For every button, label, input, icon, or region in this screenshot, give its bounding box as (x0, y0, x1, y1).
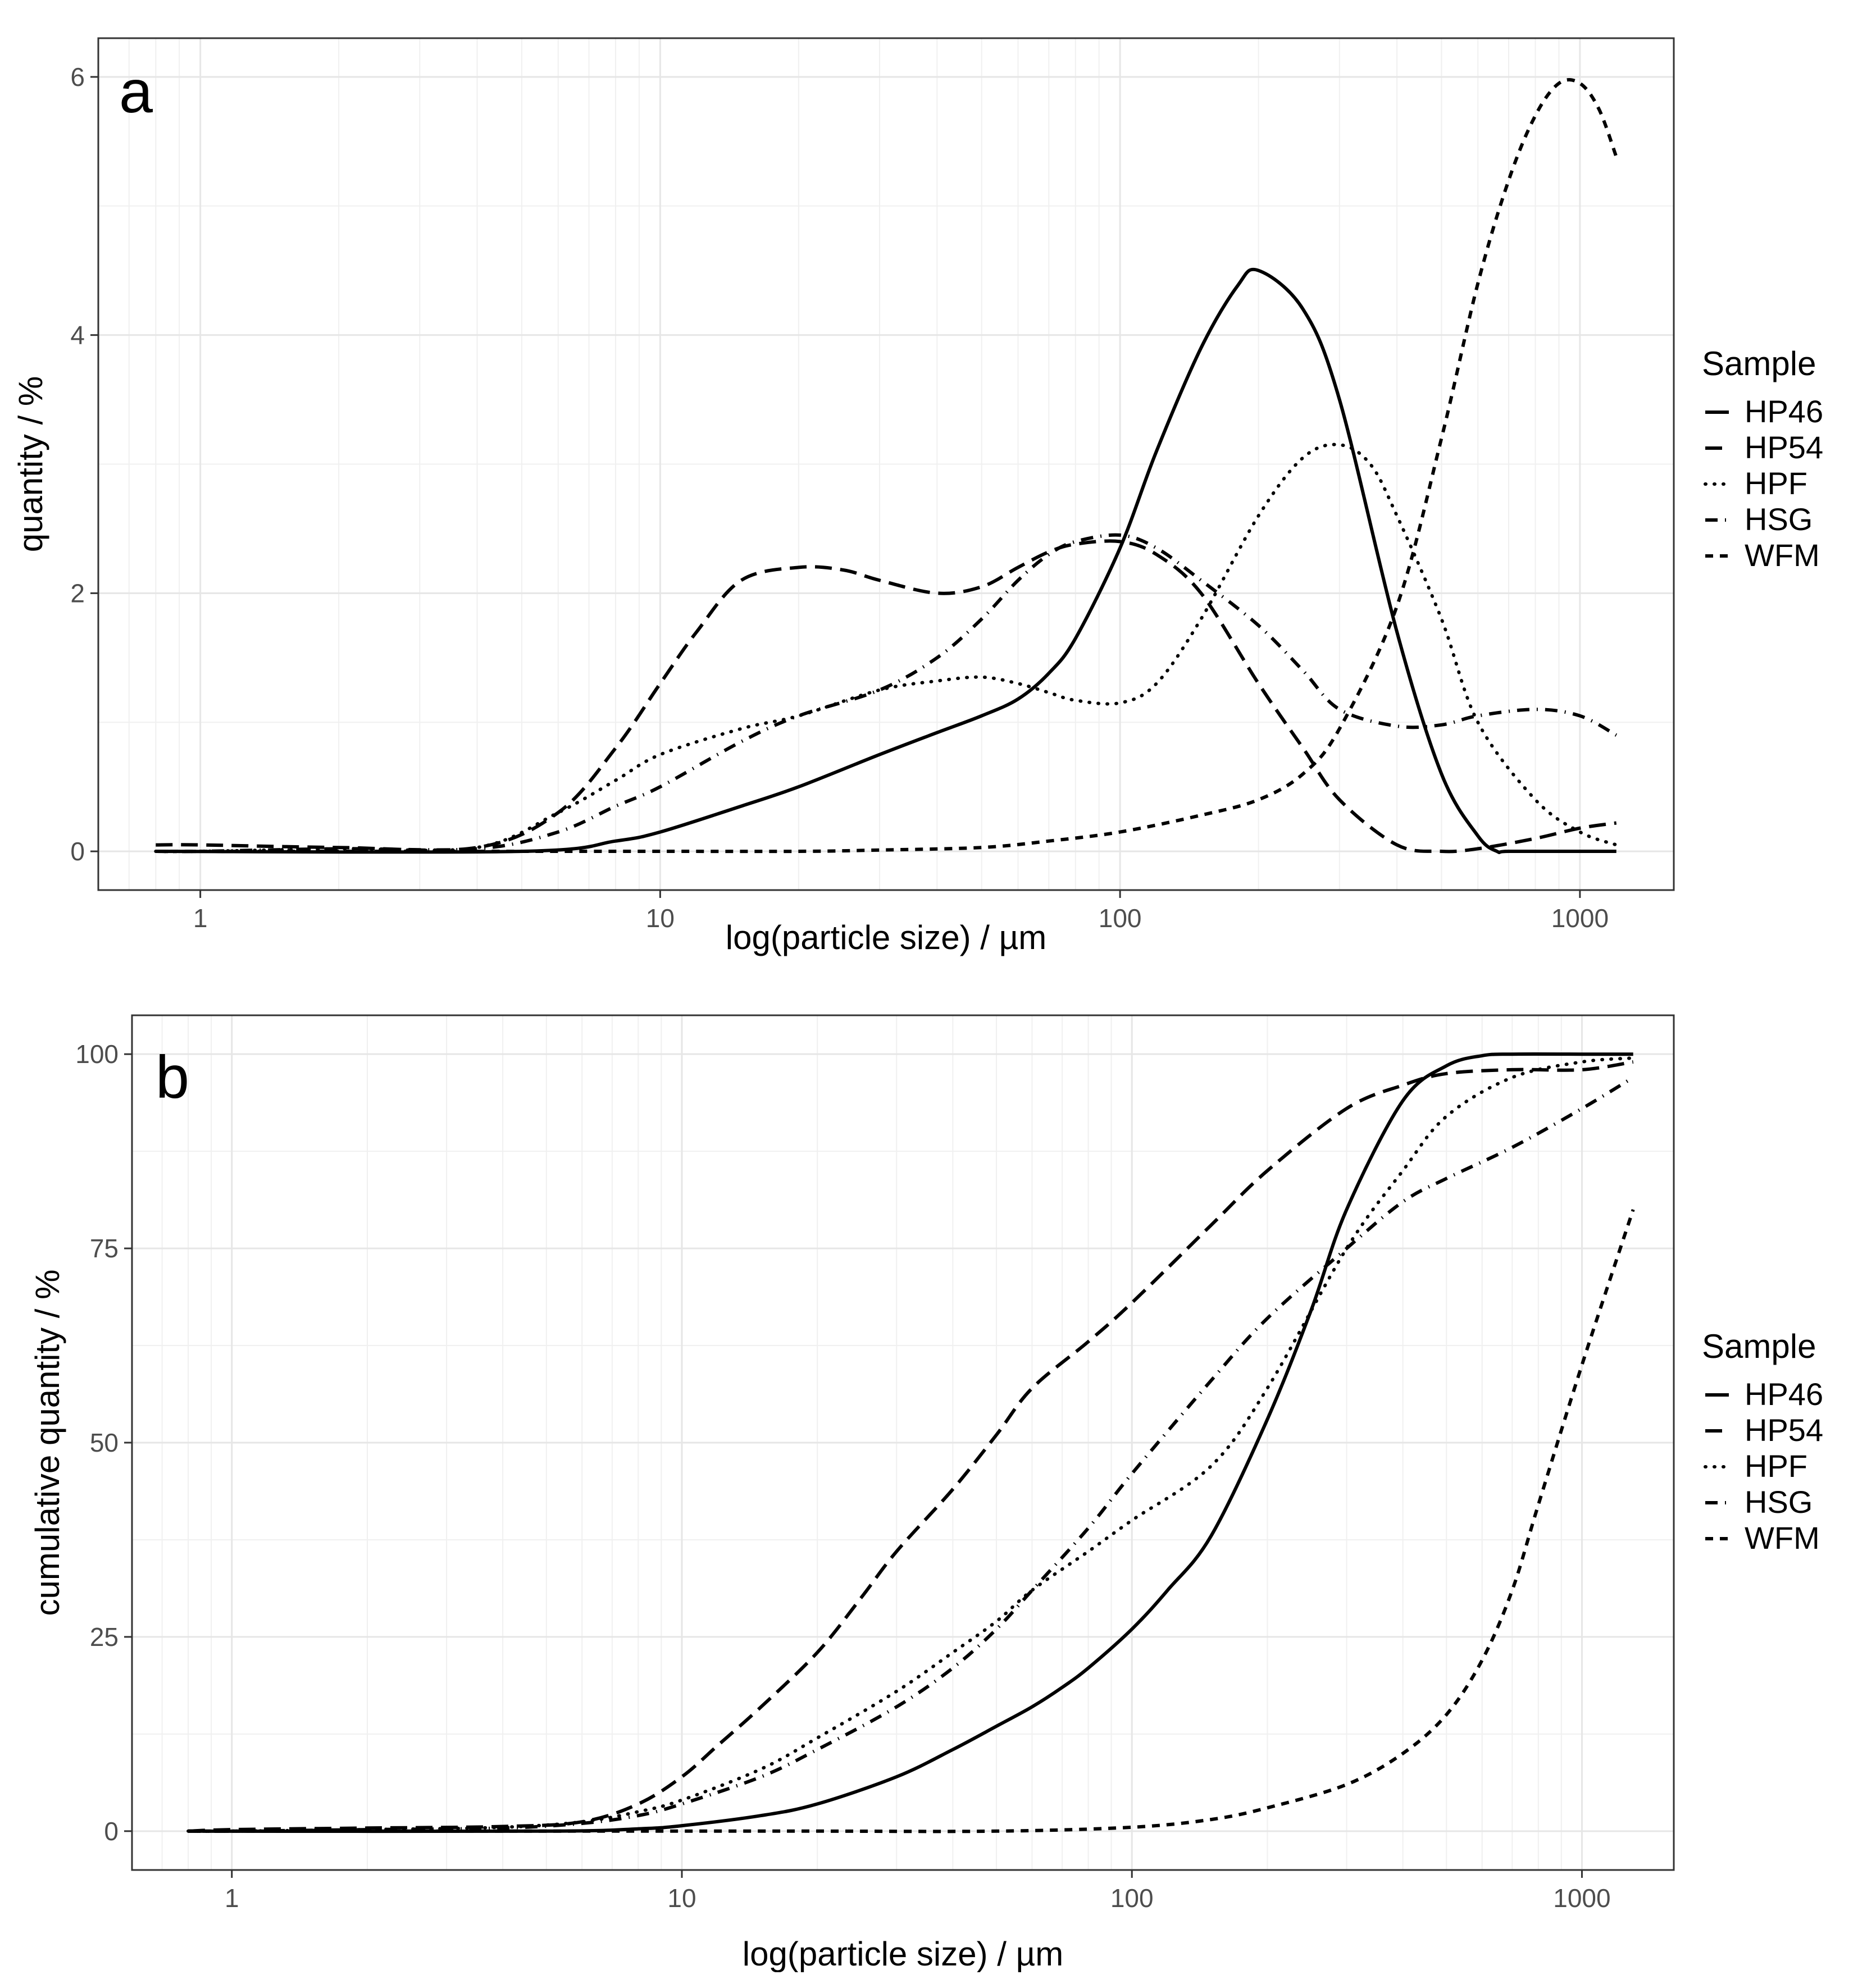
y-tick-label: 0 (104, 1817, 119, 1846)
grid (98, 38, 1674, 890)
x-tick-label: 1 (225, 1883, 239, 1913)
x-tick-label: 1 (193, 904, 208, 933)
x-tick-label: 100 (1110, 1883, 1154, 1913)
y-tick-label: 100 (75, 1039, 119, 1069)
legend-label-hp54: HP54 (1745, 1412, 1823, 1448)
y-tick-label: 75 (90, 1234, 119, 1263)
legend-label-hp54: HP54 (1745, 430, 1823, 465)
x-axis-title: log(particle size) / µm (743, 1935, 1063, 1972)
series-group (186, 1052, 1635, 1833)
legend-title: Sample (1702, 1328, 1816, 1365)
legend-title: Sample (1702, 345, 1816, 382)
series-line-hp46 (188, 1052, 1633, 1833)
x-tick-label: 100 (1099, 904, 1142, 933)
panel-label: a (119, 57, 153, 125)
y-tick-label: 6 (70, 62, 85, 92)
y-tick-label: 2 (70, 578, 85, 608)
panel-a: 1 10 100 1000 0 2 4 6 log(particle size) / µm qua… (12, 37, 1823, 956)
legend-label-hp46: HP46 (1745, 1376, 1823, 1412)
y-axis-title: quantity / % (12, 376, 49, 553)
legend-label-wfm: WFM (1745, 1520, 1820, 1556)
x-tick-label: 1000 (1553, 1883, 1610, 1913)
legend-label-hsg: HSG (1745, 1484, 1813, 1520)
x-tick-label: 10 (667, 1883, 696, 1913)
x-axis-title: log(particle size) / µm (726, 919, 1046, 956)
panel-b: 1 10 100 1000 0 25 50 75 100 log(particle size) /… (29, 1014, 1823, 1973)
x-tick-label: 1000 (1551, 904, 1609, 933)
series-line-hpf (154, 443, 1618, 854)
legend-label-hpf: HPF (1745, 1448, 1807, 1484)
y-tick-label: 25 (90, 1622, 119, 1652)
y-axis-title: cumulative quantity / % (29, 1270, 66, 1616)
legend-label-wfm: WFM (1745, 537, 1820, 573)
series-line-hsg (188, 1076, 1634, 1833)
legend-label-hpf: HPF (1745, 466, 1807, 501)
series-line-hp46 (156, 267, 1617, 855)
panel-label: b (156, 1043, 189, 1111)
x-tick-label: 10 (646, 904, 675, 933)
series-line-hp54 (156, 539, 1617, 854)
series-group (154, 77, 1618, 855)
series-line-hsg (156, 533, 1618, 854)
y-tick-label: 50 (90, 1428, 119, 1457)
series-line-wfm (156, 77, 1618, 854)
legend-label-hp46: HP46 (1745, 394, 1823, 429)
series-line-hpf (186, 1056, 1635, 1833)
legend-label-hsg: HSG (1745, 501, 1813, 537)
y-tick-label: 0 (70, 837, 85, 866)
y-tick-label: 4 (70, 321, 85, 350)
panel-border (97, 37, 1675, 891)
